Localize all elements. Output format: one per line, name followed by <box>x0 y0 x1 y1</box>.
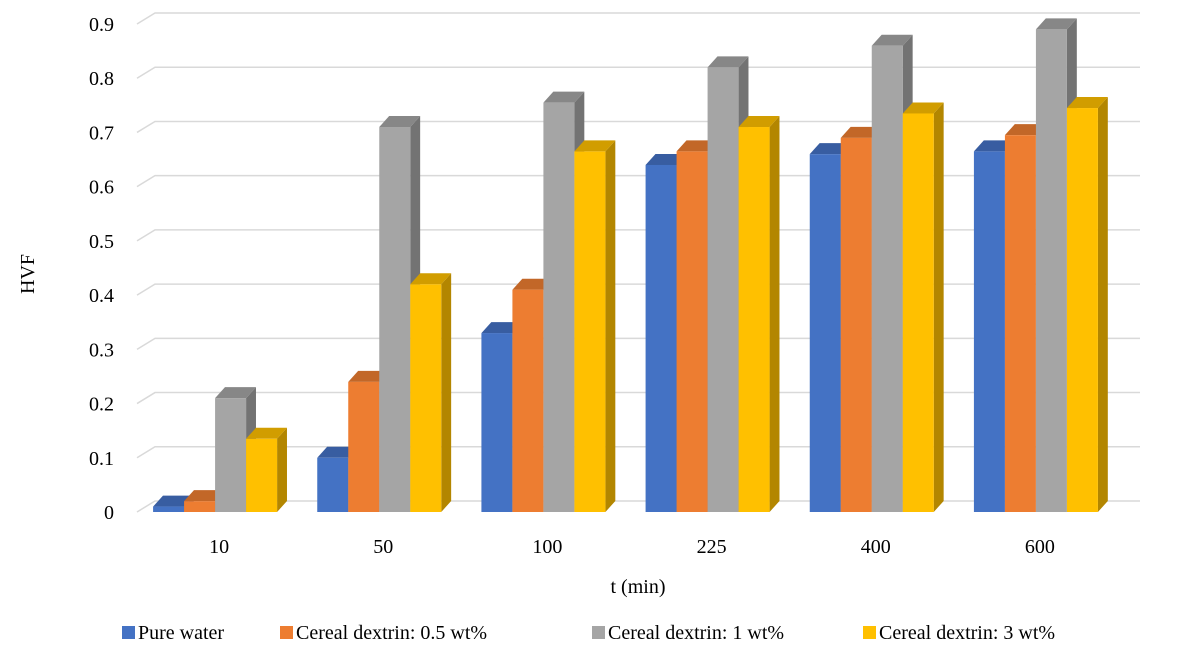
y-tick-label: 0.6 <box>89 177 114 199</box>
bar-front <box>1035 29 1067 513</box>
bar-front <box>184 501 216 512</box>
bar-top <box>574 140 616 152</box>
bar-front <box>840 137 872 512</box>
bar-top <box>348 370 390 382</box>
bar-front <box>738 127 770 513</box>
bar-front <box>153 506 185 512</box>
bar-top <box>871 34 913 46</box>
bar-top <box>379 116 421 128</box>
bar-top <box>246 427 287 439</box>
x-axis-title: t (min) <box>611 576 666 598</box>
bar-side <box>933 102 944 512</box>
bar <box>1066 97 1108 513</box>
y-tick-label: 0.3 <box>89 339 114 361</box>
y-tick-label: 0 <box>104 502 114 524</box>
gridlines <box>136 12 1140 513</box>
bar-side <box>605 140 616 512</box>
legend-swatch <box>863 626 876 639</box>
y-tick-label: 0.7 <box>89 122 114 144</box>
bar <box>246 427 287 512</box>
x-tick-label: 50 <box>373 536 393 558</box>
bar-top <box>410 273 452 285</box>
y-tick-label: 0.8 <box>89 68 114 90</box>
y-tick-label: 0.4 <box>89 285 114 307</box>
legend-label: Pure water <box>138 622 224 644</box>
y-axis-ticks: 0 0.1 0.2 0.3 0.4 0.5 0.6 0.7 0.8 0.9 <box>89 14 114 524</box>
bar-top <box>1004 124 1046 136</box>
bar <box>902 102 944 512</box>
y-tick-label: 0.5 <box>89 231 114 253</box>
bar-top <box>645 153 687 165</box>
bar-top <box>902 102 944 114</box>
bar <box>738 116 780 513</box>
bar-front <box>543 102 575 512</box>
y-tick-label: 0.9 <box>89 14 114 36</box>
bar <box>410 273 452 512</box>
gridline <box>136 120 1140 134</box>
bar-side <box>277 427 287 512</box>
y-axis-title: HVF <box>17 254 39 294</box>
bar-front <box>379 127 411 513</box>
x-tick-label: 10 <box>209 536 229 558</box>
bar-front <box>902 113 934 512</box>
x-tick-label: 225 <box>697 536 727 558</box>
bar-top <box>1035 18 1077 30</box>
y-tick-label: 0.2 <box>89 394 114 416</box>
gridline <box>136 12 1140 25</box>
bar-top <box>543 91 585 103</box>
bar-top <box>215 387 256 399</box>
legend-item: Cereal dextrin: 1 wt% <box>592 622 784 644</box>
bar-side <box>769 116 780 513</box>
bar-top <box>840 126 882 138</box>
legend-label: Cereal dextrin: 1 wt% <box>608 622 784 644</box>
bar-front <box>871 45 903 512</box>
bar-front <box>410 284 442 512</box>
bar-front <box>645 164 677 512</box>
legend-item: Pure water <box>122 622 224 644</box>
bar-top <box>153 495 194 507</box>
gridline <box>136 66 1140 79</box>
y-tick-label: 0.1 <box>89 448 114 470</box>
bar-front <box>574 151 606 512</box>
bar-front <box>1004 135 1036 512</box>
legend-swatch <box>592 626 605 639</box>
legend-label: Cereal dextrin: 3 wt% <box>879 622 1055 644</box>
bar-front <box>481 333 513 512</box>
bar-top <box>317 446 359 458</box>
legend-swatch <box>280 626 293 639</box>
bar-front <box>1066 108 1098 513</box>
x-tick-label: 100 <box>532 536 562 558</box>
legend-item: Cereal dextrin: 3 wt% <box>863 622 1055 644</box>
bars <box>153 18 1108 513</box>
x-tick-label: 400 <box>861 536 891 558</box>
bar-front <box>246 438 278 512</box>
bar-front <box>512 289 544 512</box>
bar-front <box>707 67 739 512</box>
bar-top <box>809 143 851 155</box>
bar-top <box>512 278 554 290</box>
legend-item: Cereal dextrin: 0.5 wt% <box>280 622 487 644</box>
bar <box>574 140 616 512</box>
legend-swatch <box>122 626 135 639</box>
bar-side <box>441 273 452 512</box>
legend-label: Cereal dextrin: 0.5 wt% <box>296 622 487 644</box>
bar-top <box>481 322 523 334</box>
bar-top <box>738 116 780 128</box>
bar-front <box>809 154 841 512</box>
legend: Pure water Cereal dextrin: 0.5 wt% Cereal … <box>122 622 1055 644</box>
x-axis-ticks: 10 50 100 225 400 600 <box>209 536 1055 558</box>
bar-front <box>317 457 349 512</box>
bar-front <box>348 381 380 512</box>
bar-side <box>1097 97 1108 513</box>
bar-front <box>973 151 1005 512</box>
bar-front <box>676 151 708 512</box>
bar-top <box>184 490 225 502</box>
x-tick-label: 600 <box>1025 536 1055 558</box>
bar-top <box>676 140 718 152</box>
bar-top <box>707 56 749 68</box>
bar-top <box>1066 97 1108 109</box>
bar-front <box>215 398 247 512</box>
bar-top <box>973 140 1015 152</box>
